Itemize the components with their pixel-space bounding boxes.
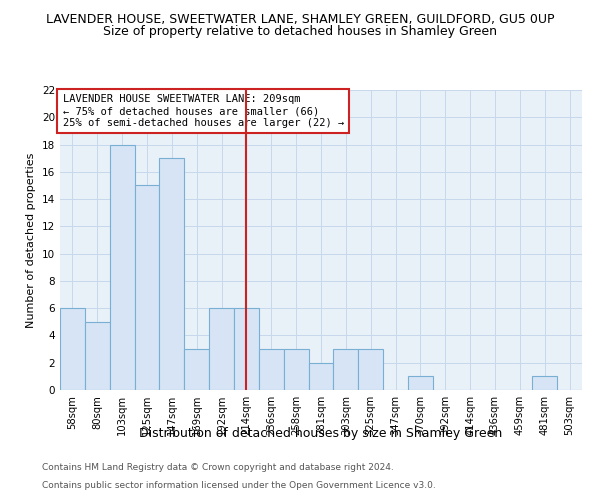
Bar [358,349,383,390]
Bar [532,376,557,390]
Bar [234,308,259,390]
Bar [184,349,209,390]
Bar [259,349,284,390]
Text: LAVENDER HOUSE, SWEETWATER LANE, SHAMLEY GREEN, GUILDFORD, GU5 0UP: LAVENDER HOUSE, SWEETWATER LANE, SHAMLEY… [46,12,554,26]
Bar [334,349,358,390]
Y-axis label: Number of detached properties: Number of detached properties [26,152,37,328]
Bar [284,349,308,390]
Bar [110,144,134,390]
Bar [209,308,234,390]
Bar [134,186,160,390]
Text: LAVENDER HOUSE SWEETWATER LANE: 209sqm
← 75% of detached houses are smaller (66): LAVENDER HOUSE SWEETWATER LANE: 209sqm ←… [62,94,344,128]
Bar [60,308,85,390]
Bar [85,322,110,390]
Text: Size of property relative to detached houses in Shamley Green: Size of property relative to detached ho… [103,25,497,38]
Bar [408,376,433,390]
Text: Distribution of detached houses by size in Shamley Green: Distribution of detached houses by size … [139,428,503,440]
Bar [308,362,334,390]
Bar [160,158,184,390]
Text: Contains public sector information licensed under the Open Government Licence v3: Contains public sector information licen… [42,481,436,490]
Text: Contains HM Land Registry data © Crown copyright and database right 2024.: Contains HM Land Registry data © Crown c… [42,464,394,472]
